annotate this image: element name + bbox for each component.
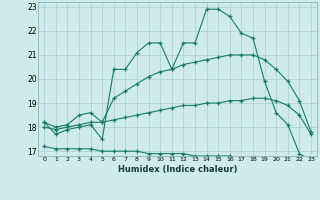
X-axis label: Humidex (Indice chaleur): Humidex (Indice chaleur)	[118, 165, 237, 174]
